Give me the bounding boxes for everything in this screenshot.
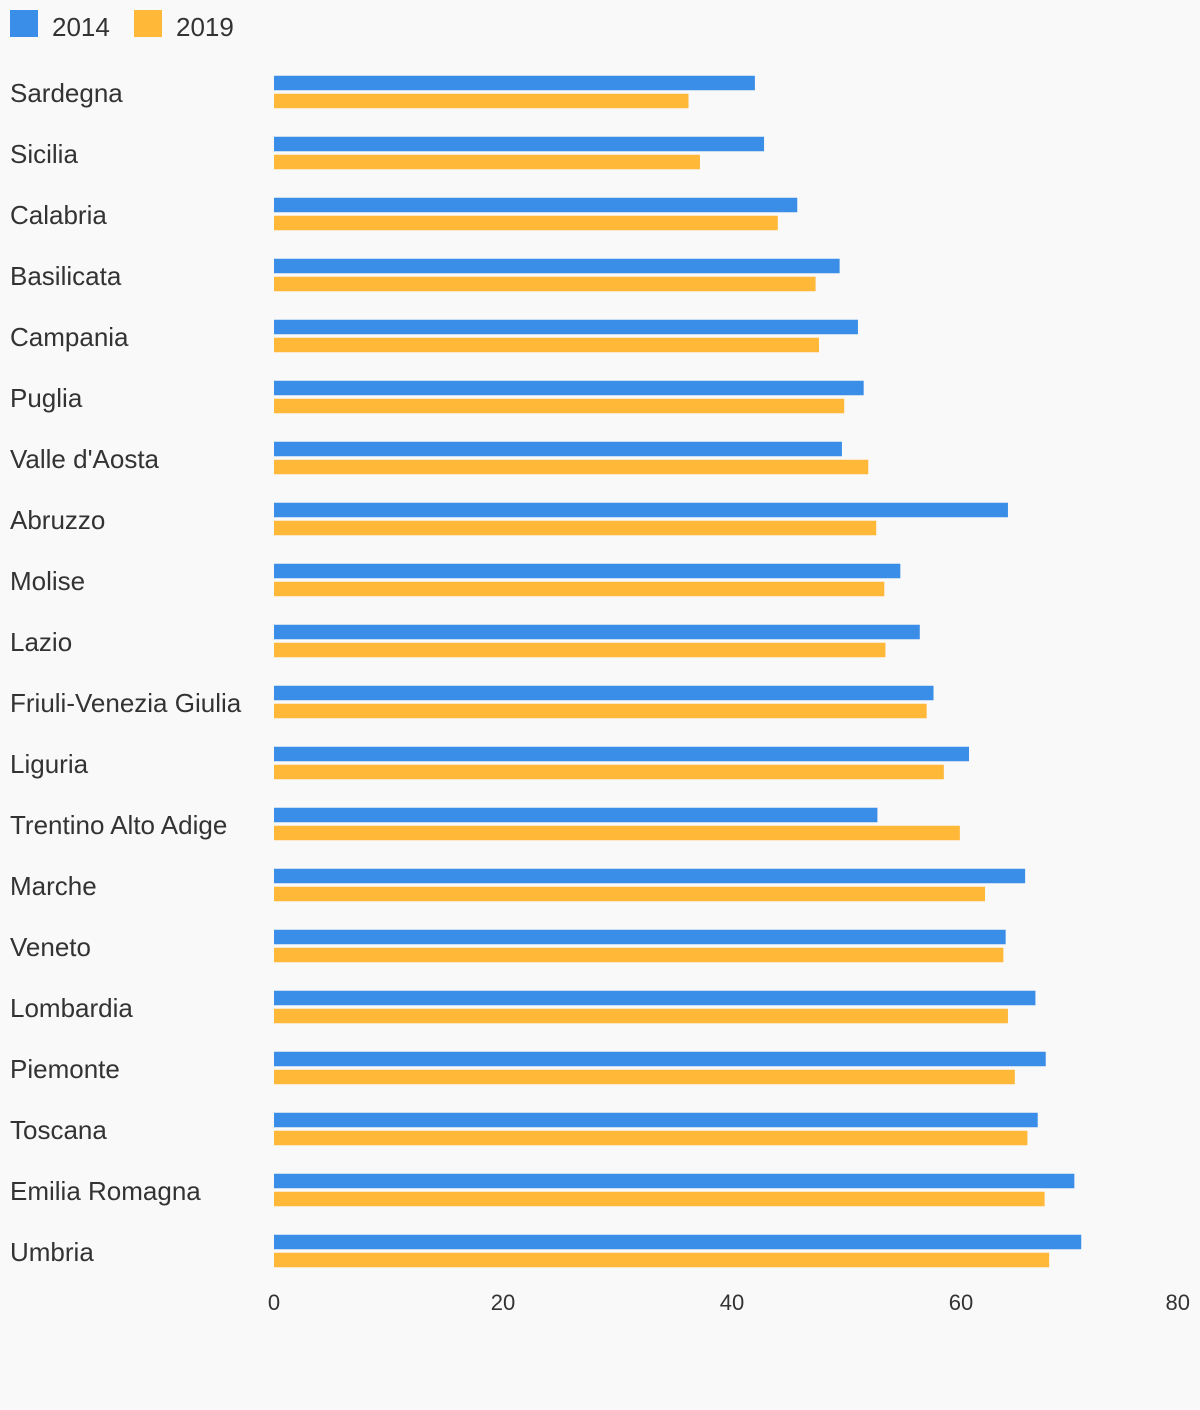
- bar-2014-lazio: [274, 624, 920, 640]
- bar-2014-friuli-venezia-giulia: [274, 685, 934, 701]
- category-label-calabria: Calabria: [10, 200, 107, 230]
- bar-2014-liguria: [274, 746, 970, 762]
- bar-2019-lazio: [274, 642, 886, 658]
- legend-label-2014: 2014: [52, 12, 110, 42]
- bar-2014-puglia: [274, 380, 864, 396]
- legend: 2014 2019: [10, 10, 234, 42]
- category-label-liguria: Liguria: [10, 749, 89, 779]
- bar-2014-umbria: [274, 1234, 1082, 1250]
- bar-2019-emilia-romagna: [274, 1191, 1045, 1207]
- bar-2019-puglia: [274, 398, 845, 414]
- bar-2014-emilia-romagna: [274, 1173, 1075, 1189]
- category-label-valle-d-aosta: Valle d'Aosta: [10, 444, 160, 474]
- category-label-basilicata: Basilicata: [10, 261, 122, 291]
- category-label-friuli-venezia-giulia: Friuli-Venezia Giulia: [10, 688, 242, 718]
- x-tick-label-80: 80: [1166, 1290, 1190, 1315]
- category-label-campania: Campania: [10, 322, 129, 352]
- legend-label-2019: 2019: [176, 12, 234, 42]
- category-label-lombardia: Lombardia: [10, 993, 133, 1023]
- bar-2014-veneto: [274, 929, 1006, 945]
- x-tick-label-20: 20: [491, 1290, 515, 1315]
- category-label-marche: Marche: [10, 871, 97, 901]
- bar-2019-veneto: [274, 947, 1004, 963]
- bar-2014-valle-d-aosta: [274, 441, 842, 457]
- bar-2019-lombardia: [274, 1008, 1008, 1024]
- x-tick-label-40: 40: [720, 1290, 744, 1315]
- category-label-veneto: Veneto: [10, 932, 91, 962]
- bar-2019-basilicata: [274, 276, 816, 292]
- bar-2019-sardegna: [274, 93, 689, 109]
- bars: [274, 75, 1082, 1268]
- bar-2014-sardegna: [274, 75, 755, 91]
- bar-2014-lombardia: [274, 990, 1036, 1006]
- bar-2014-molise: [274, 563, 901, 579]
- bar-2019-piemonte: [274, 1069, 1015, 1085]
- category-label-abruzzo: Abruzzo: [10, 505, 105, 535]
- bar-2014-calabria: [274, 197, 798, 213]
- bar-2014-trentino-alto-adige: [274, 807, 878, 823]
- category-label-sardegna: Sardegna: [10, 78, 123, 108]
- bar-2014-toscana: [274, 1112, 1038, 1128]
- category-label-emilia-romagna: Emilia Romagna: [10, 1176, 201, 1206]
- bar-2014-sicilia: [274, 136, 765, 152]
- bar-2019-trentino-alto-adige: [274, 825, 960, 841]
- bar-2014-piemonte: [274, 1051, 1046, 1067]
- bar-2019-marche: [274, 886, 986, 902]
- x-tick-label-60: 60: [949, 1290, 973, 1315]
- category-label-molise: Molise: [10, 566, 85, 596]
- category-label-lazio: Lazio: [10, 627, 72, 657]
- bar-2019-sicilia: [274, 154, 700, 170]
- bar-2019-calabria: [274, 215, 778, 231]
- category-label-sicilia: Sicilia: [10, 139, 78, 169]
- category-label-puglia: Puglia: [10, 383, 83, 413]
- bar-2019-campania: [274, 337, 820, 353]
- bar-2019-valle-d-aosta: [274, 459, 869, 475]
- bar-2019-liguria: [274, 764, 944, 780]
- bar-2014-campania: [274, 319, 858, 335]
- bar-2019-umbria: [274, 1252, 1050, 1268]
- bar-2019-toscana: [274, 1130, 1028, 1146]
- category-label-trentino-alto-adige: Trentino Alto Adige: [10, 810, 227, 840]
- bar-2014-marche: [274, 868, 1026, 884]
- x-axis-ticks: 0 20 40 60 80: [268, 1290, 1190, 1315]
- category-label-umbria: Umbria: [10, 1237, 94, 1267]
- bar-2014-abruzzo: [274, 502, 1008, 518]
- legend-swatch-2019: [134, 10, 162, 37]
- bar-2019-abruzzo: [274, 520, 877, 536]
- bar-2014-basilicata: [274, 258, 840, 274]
- category-label-toscana: Toscana: [10, 1115, 107, 1145]
- bar-2019-molise: [274, 581, 885, 597]
- category-label-piemonte: Piemonte: [10, 1054, 120, 1084]
- legend-swatch-2014: [10, 10, 38, 37]
- bar-2019-friuli-venezia-giulia: [274, 703, 927, 719]
- category-labels: Sardegna Sicilia Calabria Basilicata Campani…: [10, 78, 242, 1267]
- x-tick-label-0: 0: [268, 1290, 280, 1315]
